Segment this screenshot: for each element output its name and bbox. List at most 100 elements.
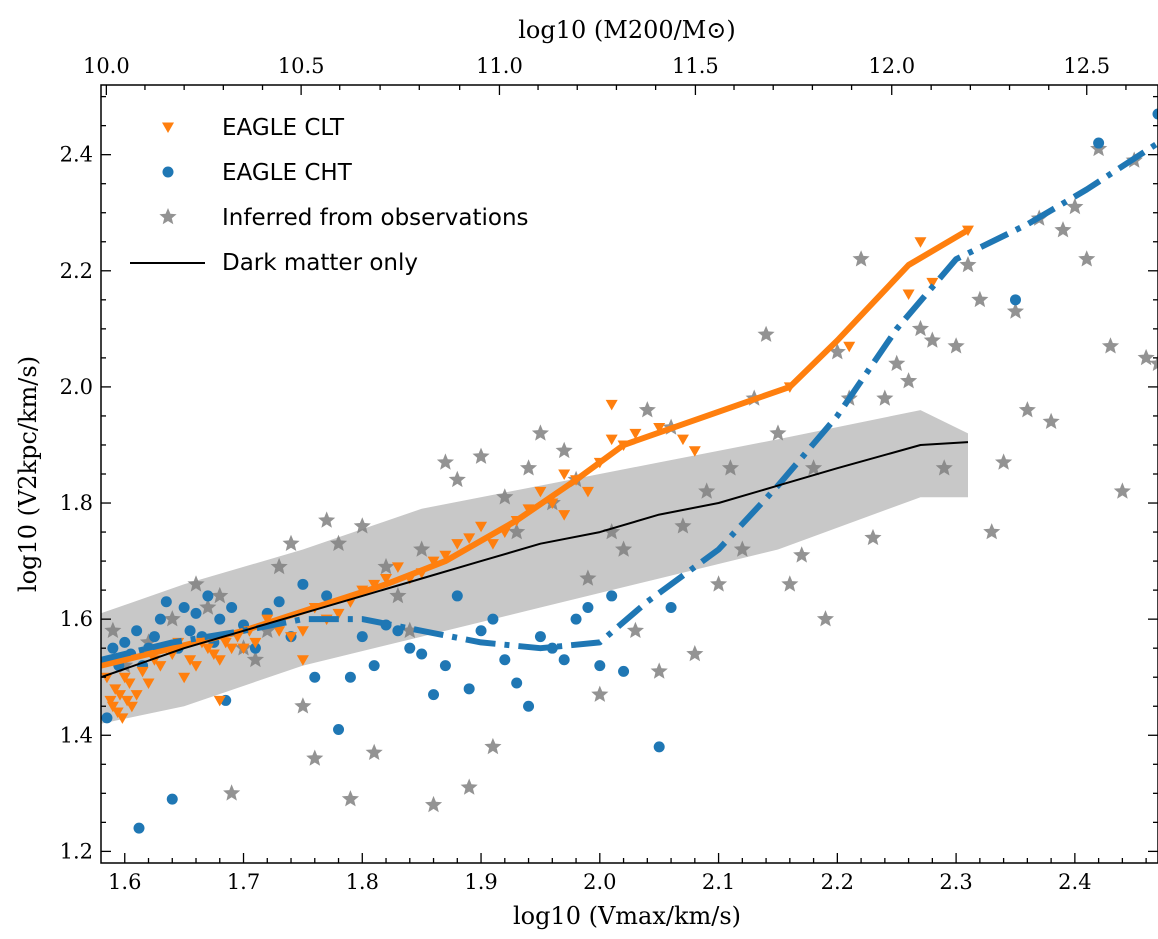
inferred-from-observations-point [900,372,917,388]
eagle-cht-point [357,631,368,642]
x-tick-label: 1.6 [108,870,141,894]
inferred-from-observations-point [556,442,573,458]
eagle-cht-point [134,823,145,834]
inferred-from-observations-point [591,686,608,702]
legend-label-eagle-cht: EAGLE CHT [222,160,353,186]
inferred-from-observations-point [888,355,905,371]
inferred-from-observations-point [853,250,870,266]
x-tick-label: 2.2 [821,870,854,894]
inferred-from-observations-point [473,448,490,464]
eagle-cht-point [476,625,487,636]
inferred-from-observations-point [1114,482,1131,498]
top-tick-label: 12.0 [868,54,915,78]
eagle-cht-point [618,666,629,677]
legend-label-inferred-from-observations: Inferred from observations [222,205,529,231]
eagle-cht-point [404,643,415,654]
x-tick-label: 2.4 [1058,870,1091,894]
eagle-cht-point [594,660,605,671]
eagle-cht-point [535,631,546,642]
dmo-band [101,410,968,724]
eagle-clt-point [903,290,915,301]
eagle-cht-point [274,596,285,607]
top-axis-title: log10 (M200/M⊙) [518,16,736,44]
eagle-cht-point [226,602,237,613]
eagle-cht-point [559,654,570,665]
eagle-clt-point [843,342,855,353]
eagle-cht-point [440,660,451,671]
eagle-cht-point [416,648,427,659]
y-tick-label: 1.2 [60,839,93,863]
eagle-cht-point [119,637,130,648]
eagle-cht-point [185,625,196,636]
x-tick-label: 1.9 [464,870,497,894]
inferred-from-observations-point [437,453,454,469]
inferred-from-observations-point [639,401,656,417]
inferred-from-observations-point [758,326,775,342]
x-tick-label: 1.7 [227,870,260,894]
eagle-cht-point [606,590,617,601]
inferred-from-observations-point [781,575,798,591]
inferred-from-observations-point [912,320,929,336]
eagle-cht-point [309,672,320,683]
eagle-cht-point [464,683,475,694]
inferred-from-observations-point [864,529,881,545]
eagle-clt-point [914,237,926,248]
eagle-cht-point [654,741,665,752]
inferred-from-observations-point [817,610,834,626]
eagle-cht-point [523,701,534,712]
inferred-from-observations-point [1078,250,1095,266]
inferred-from-observations-point [1043,413,1060,429]
inferred-from-observations-point [449,471,466,487]
inferred-from-observations-point [983,523,1000,539]
eagle-cht-point [666,602,677,613]
eagle-cht-point [167,794,178,805]
y-tick-label: 2.4 [60,143,93,167]
inferred-from-observations-point [461,779,478,795]
inferred-from-observations-point [484,738,501,754]
eagle-cht-point [149,631,160,642]
top-tick-label: 11.5 [672,54,719,78]
inferred-from-observations-point [793,546,810,562]
inferred-from-observations-point [1066,198,1083,214]
inferred-from-observations-point [651,662,668,678]
inferred-from-observations-point [532,424,549,440]
eagle-cht-point [107,643,118,654]
x-tick-label: 2.3 [939,870,972,894]
eagle-cht-point [333,724,344,735]
eagle-cht-point [452,590,463,601]
inferred-from-observations-point [995,453,1012,469]
eagle-cht-point [499,654,510,665]
legend-label-dark-matter-only: Dark matter only [222,250,418,276]
y-tick-label: 1.8 [60,491,93,515]
y-axis-title: log10 (V2kpc/km/s) [14,356,42,592]
inferred-from-observations-point [283,535,300,551]
inferred-from-observations-point [223,784,240,800]
eagle-cht-point [101,712,112,723]
eagle-cht-point [202,590,213,601]
y-tick-label: 2.2 [60,259,93,283]
eagle-cht-point [511,678,522,689]
top-tick-label: 12.5 [1063,54,1110,78]
eagle-cht-point [547,643,558,654]
inferred-from-observations-point [876,390,893,406]
inferred-from-observations-point [959,256,976,272]
inferred-from-observations-point [318,511,335,527]
eagle-clt-point [558,470,570,481]
inferred-from-observations-point [1054,221,1071,237]
x-tick-label: 2.0 [583,870,616,894]
legend-swatch-inferred-from-observations [159,208,176,224]
eagle-cht-point [155,614,166,625]
eagle-cht-point [571,614,582,625]
inferred-from-observations-point [924,332,941,348]
eagle-cht-point [161,596,172,607]
inferred-from-observations-point [1019,401,1036,417]
eagle-cht-point [191,608,202,619]
eagle-cht-point [1010,294,1021,305]
inferred-from-observations-point [710,575,727,591]
eagle-cht-point [428,689,439,700]
x-tick-label: 1.8 [346,870,379,894]
eagle-clt-point [606,435,618,446]
eagle-cht-point [582,602,593,613]
